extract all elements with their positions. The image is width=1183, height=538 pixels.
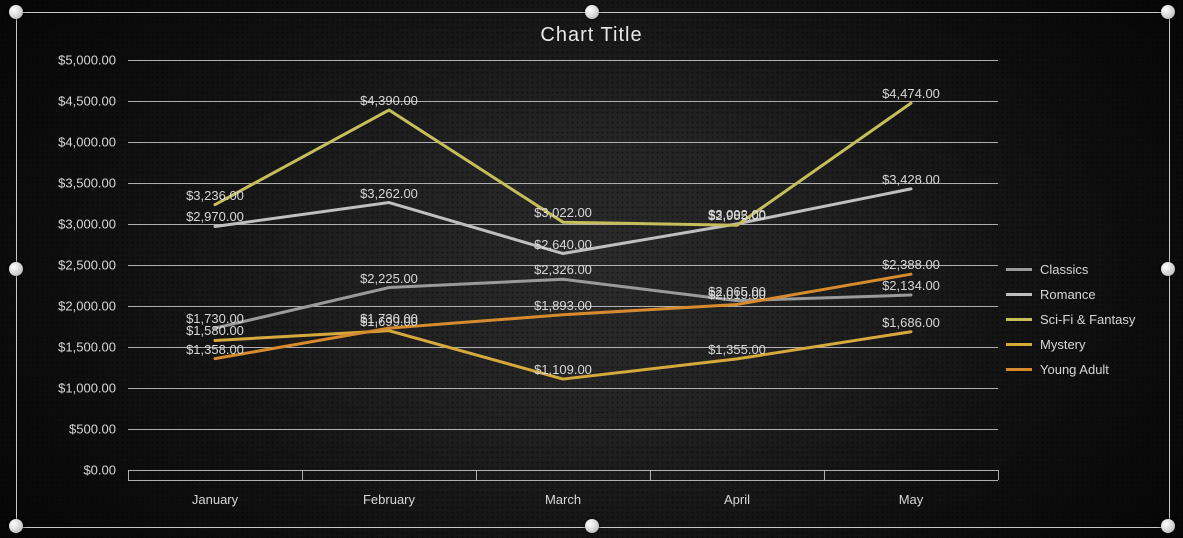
point-label: $2,970.00 [186, 209, 244, 224]
x-tick [302, 470, 303, 480]
x-tick [998, 470, 999, 480]
legend-label: Classics [1040, 262, 1088, 277]
point-label: $2,326.00 [534, 262, 592, 277]
legend-item[interactable]: Romance [1006, 287, 1135, 302]
point-label: $1,580.00 [186, 323, 244, 338]
legend-swatch [1006, 343, 1032, 346]
x-tick-label: April [724, 492, 750, 507]
x-tick-label: January [192, 492, 238, 507]
point-label: $1,686.00 [882, 315, 940, 330]
legend-item[interactable]: Mystery [1006, 337, 1135, 352]
legend-swatch [1006, 318, 1032, 321]
point-label: $3,236.00 [186, 188, 244, 203]
point-label: $2,640.00 [534, 237, 592, 252]
point-label: $1,109.00 [534, 362, 592, 377]
legend-swatch [1006, 268, 1032, 271]
point-label: $3,022.00 [534, 205, 592, 220]
point-label: $2,388.00 [882, 257, 940, 272]
point-label: $2,134.00 [882, 278, 940, 293]
legend-label: Young Adult [1040, 362, 1109, 377]
point-label: $2,019.00 [708, 287, 766, 302]
legend-label: Sci-Fi & Fantasy [1040, 312, 1135, 327]
point-label: $3,428.00 [882, 172, 940, 187]
x-tick [128, 470, 129, 480]
chart-legend: Classics Romance Sci-Fi & Fantasy Mystery Yo… [1006, 256, 1135, 387]
chart-line[interactable] [215, 274, 911, 358]
x-tick-label: February [363, 492, 415, 507]
legend-item[interactable]: Young Adult [1006, 362, 1135, 377]
point-label: $3,262.00 [360, 186, 418, 201]
point-label: $2,985.00 [708, 208, 766, 223]
x-tick [476, 470, 477, 480]
legend-item[interactable]: Sci-Fi & Fantasy [1006, 312, 1135, 327]
point-label: $1,893.00 [534, 298, 592, 313]
slide-stage: Chart Title $0.00$500.00$1,000.00$1,500.… [0, 0, 1183, 538]
legend-item[interactable]: Classics [1006, 262, 1135, 277]
point-label: $4,390.00 [360, 93, 418, 108]
point-label: $2,225.00 [360, 271, 418, 286]
x-baseline [128, 480, 998, 481]
legend-label: Mystery [1040, 337, 1086, 352]
x-tick-label: May [899, 492, 924, 507]
point-label: $1,355.00 [708, 342, 766, 357]
point-label: $4,474.00 [882, 86, 940, 101]
point-label: $1,358.00 [186, 342, 244, 357]
legend-swatch [1006, 368, 1032, 371]
point-label: $1,730.00 [360, 311, 418, 326]
x-tick-label: March [545, 492, 581, 507]
x-tick [650, 470, 651, 480]
x-tick [824, 470, 825, 480]
legend-label: Romance [1040, 287, 1096, 302]
legend-swatch [1006, 293, 1032, 296]
